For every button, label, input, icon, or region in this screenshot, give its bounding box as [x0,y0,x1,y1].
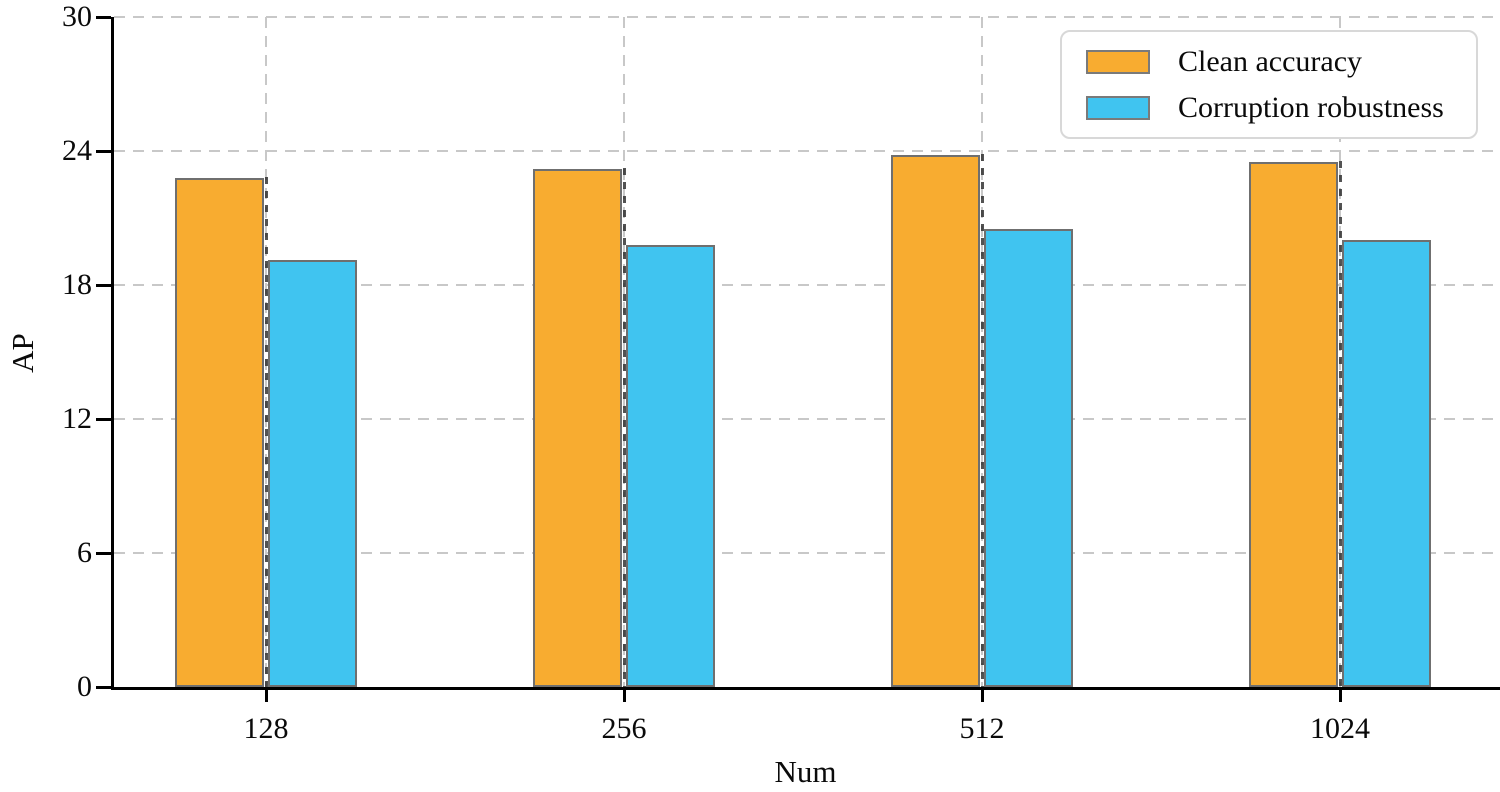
gridline-y-30 [114,16,1500,18]
y-tick-24 [96,149,111,153]
x-tick-256 [622,687,626,702]
x-tick-label-1024: 1024 [1310,712,1370,745]
group-center-dash-1024 [1338,161,1342,687]
bar-clean-accuracy-1024 [1249,162,1338,687]
bar-corruption-robustness-1024 [1342,240,1431,687]
legend: Clean accuracy Corruption robustness [1060,30,1478,139]
legend-item-clean-accuracy: Clean accuracy [1086,45,1452,78]
y-tick-label-18: 18 [62,268,92,301]
legend-item-corruption-robustness: Corruption robustness [1086,91,1452,124]
x-tick-label-512: 512 [959,712,1005,745]
bar-corruption-robustness-256 [626,244,715,687]
group-center-dash-256 [622,167,626,687]
x-tick-128 [264,687,268,702]
x-tick-label-128: 128 [243,712,289,745]
bar-corruption-robustness-128 [268,260,357,687]
y-tick-18 [96,283,111,287]
y-tick-label-12: 12 [62,402,92,435]
y-axis-label: AP [5,333,40,373]
legend-swatch-corruption-robustness [1086,95,1150,120]
plot-area: 0 6 12 18 24 30 128 256 512 1024 [62,2,1500,744]
legend-label-corruption-robustness: Corruption robustness [1178,91,1444,124]
group-center-dash-512 [980,154,984,687]
y-tick-label-30: 30 [62,0,92,33]
gridline-y-18 [114,284,1500,286]
bar-clean-accuracy-512 [891,155,980,687]
gridline-y-12 [114,418,1500,420]
group-center-dash-128 [264,176,268,687]
y-tick-6 [96,551,111,555]
gridline-y-24 [114,150,1500,152]
x-axis-label: Num [774,754,837,789]
bar-clean-accuracy-256 [533,168,622,687]
y-tick-0 [96,685,111,689]
bar-clean-accuracy-128 [175,177,264,687]
x-tick-1024 [1338,687,1342,702]
bar-corruption-robustness-512 [984,229,1073,687]
gridline-y-6 [114,552,1500,554]
x-tick-label-256: 256 [601,712,647,745]
x-tick-512 [980,687,984,702]
y-tick-12 [96,417,111,421]
y-tick-label-0: 0 [77,670,92,703]
y-tick-30 [96,15,111,19]
y-tick-label-6: 6 [77,536,92,569]
y-tick-label-24: 24 [62,134,92,167]
legend-label-clean-accuracy: Clean accuracy [1178,45,1363,78]
legend-swatch-clean-accuracy [1086,49,1150,74]
